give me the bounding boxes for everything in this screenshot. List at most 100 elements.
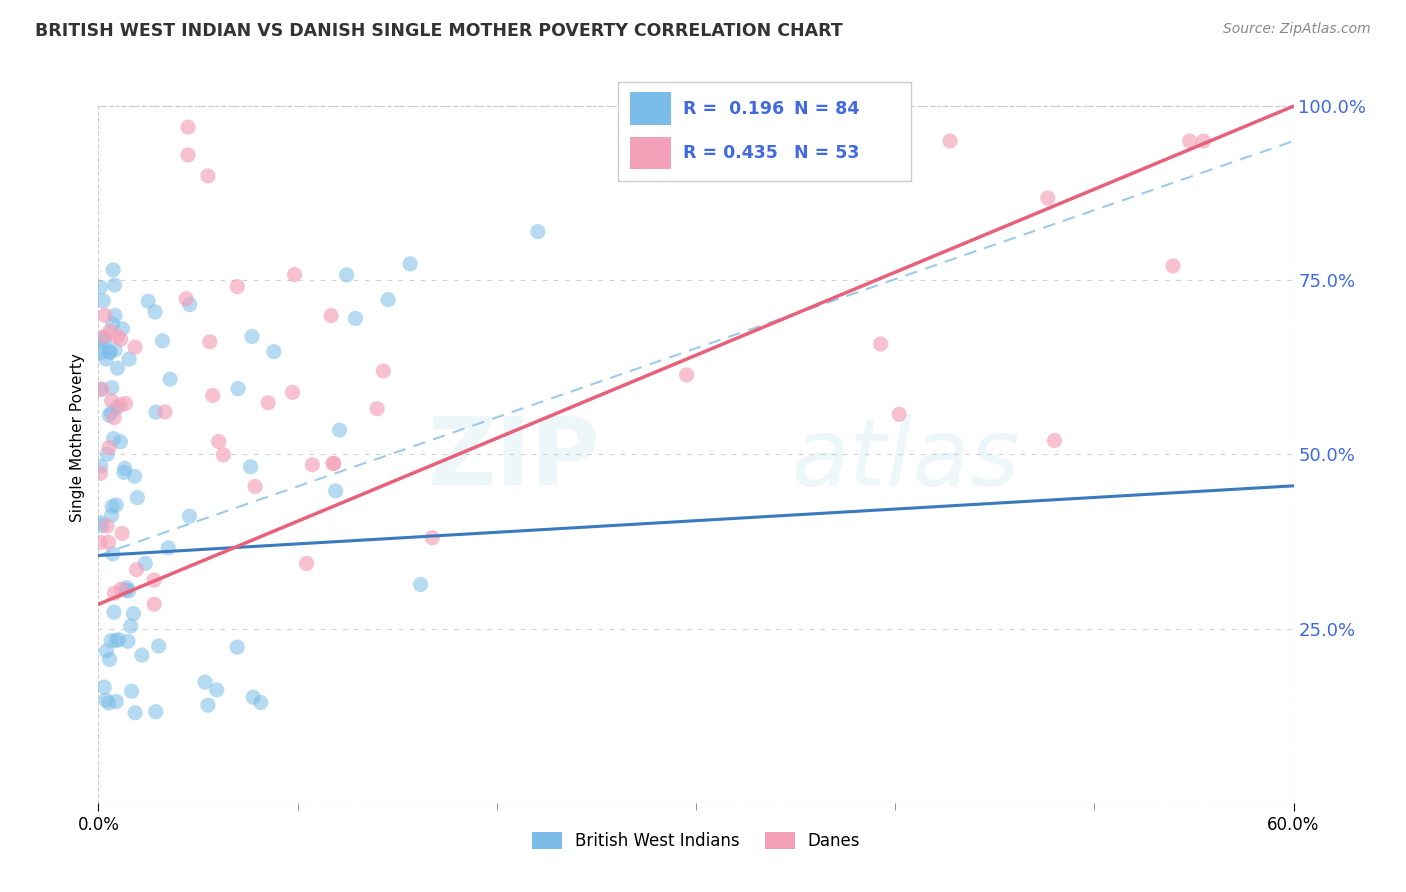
Point [242,690,264,705]
Point [105,695,128,709]
Point [527,225,550,239]
Point [1036,191,1059,205]
Point [100,393,122,408]
Point [409,577,432,591]
Point [89,280,111,294]
Point [110,332,132,346]
Point [124,340,146,354]
Point [239,459,262,474]
Point [295,557,318,571]
Point [675,368,697,382]
Point [205,682,228,697]
Point [125,563,148,577]
Point [100,508,122,523]
Point [105,633,128,648]
Point [136,294,159,309]
Point [100,405,122,419]
Point [103,586,125,600]
Point [321,309,343,323]
Point [212,448,235,462]
Point [89,467,111,481]
Point [93,329,115,343]
Point [101,547,124,561]
Point [197,169,219,183]
Point [153,405,176,419]
Point [101,262,124,277]
Point [91,382,114,396]
Point [243,479,266,493]
Point [257,396,280,410]
Point [148,639,170,653]
Point [121,684,143,698]
Point [420,531,443,545]
Point [120,619,142,633]
Point [97,535,120,549]
Point [143,573,166,587]
Legend: British West Indians, Danes: British West Indians, Danes [524,825,868,856]
Point [98,345,121,359]
Point [174,292,197,306]
Point [249,695,271,709]
Point [115,581,138,595]
Point [201,388,224,402]
Point [101,500,124,514]
Point [104,309,127,323]
Point [177,120,200,134]
Point [103,410,125,425]
Point [89,341,111,355]
Point [101,317,124,331]
Point [939,134,962,148]
Point [134,557,156,571]
Point [179,509,201,524]
Point [240,329,263,343]
Point [114,582,136,597]
Point [89,346,111,360]
Text: Source: ZipAtlas.com: Source: ZipAtlas.com [1223,22,1371,37]
Point [107,632,129,647]
Point [198,334,221,349]
Point [96,447,118,461]
Point [157,541,180,555]
Point [1043,434,1066,448]
Point [831,154,853,169]
Point [869,337,891,351]
Point [145,405,167,419]
Point [107,329,129,343]
Point [344,311,367,326]
Point [91,293,114,308]
Point [197,698,219,713]
Point [94,308,117,322]
Y-axis label: Single Mother Poverty: Single Mother Poverty [70,352,86,522]
Point [105,401,128,415]
Point [94,351,117,366]
Point [226,640,249,654]
Point [100,380,122,394]
Point [111,526,134,541]
Point [118,352,141,367]
Point [887,408,910,422]
Point [366,401,388,416]
Point [143,305,166,319]
Point [263,344,285,359]
Point [283,268,305,282]
Point [325,483,347,498]
Point [98,345,121,359]
Point [143,597,166,611]
Point [399,257,422,271]
Point [226,382,249,396]
Point [110,398,132,412]
Point [89,516,111,530]
Point [1161,259,1184,273]
Point [89,382,111,396]
Point [100,633,122,648]
Point [1178,134,1201,148]
Point [159,372,181,386]
Point [110,434,132,449]
Text: atlas: atlas [792,414,1019,505]
Point [104,343,127,357]
Point [98,324,121,338]
Point [281,385,304,400]
Point [114,461,136,475]
Point [322,457,344,471]
Point [98,652,121,666]
